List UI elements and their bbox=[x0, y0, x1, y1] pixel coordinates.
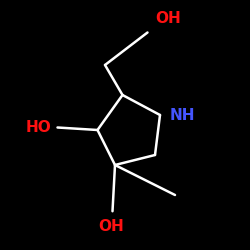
Text: OH: OH bbox=[155, 11, 181, 26]
Text: OH: OH bbox=[98, 219, 124, 234]
Text: NH: NH bbox=[170, 108, 196, 122]
Text: HO: HO bbox=[26, 120, 51, 135]
